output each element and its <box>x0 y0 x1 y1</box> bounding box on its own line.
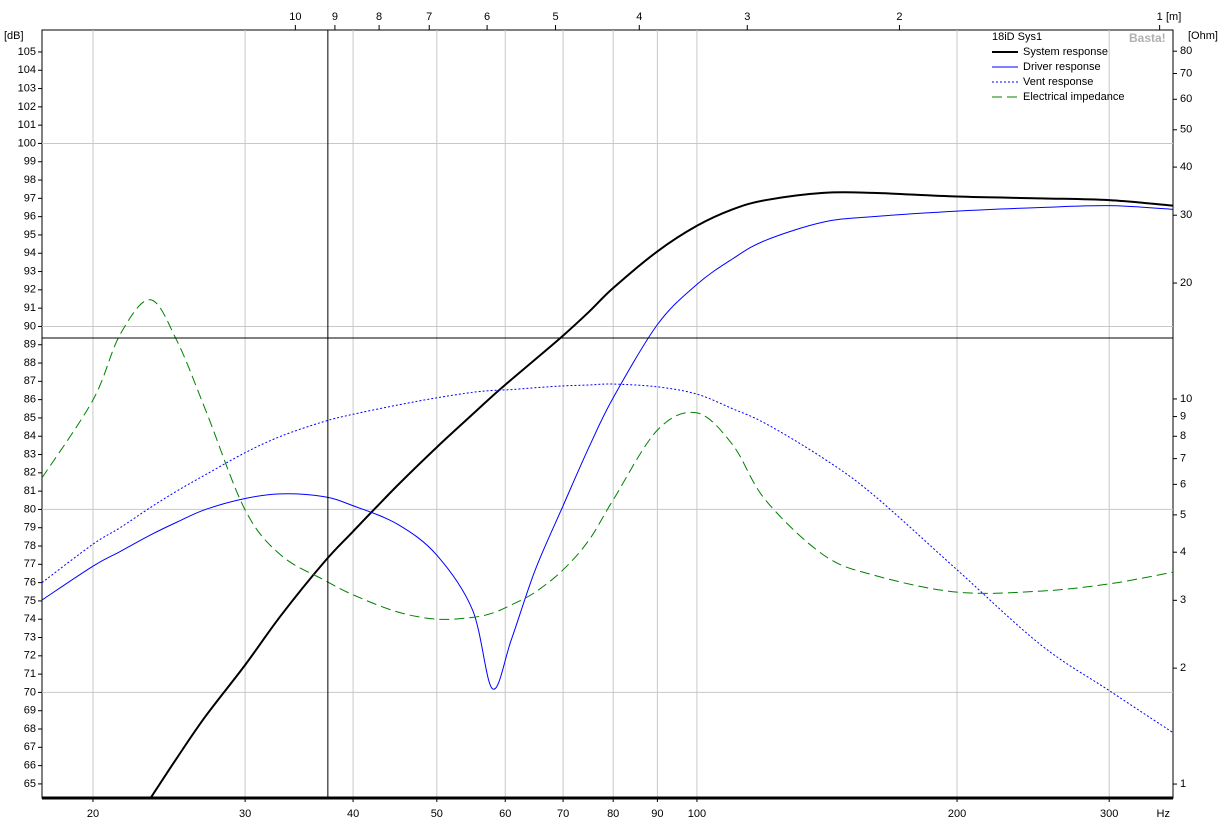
y2-tick-label: 10 <box>1180 393 1192 405</box>
x2-tick-label: 7 <box>426 11 432 23</box>
y-tick-label: 75 <box>24 595 36 607</box>
y2-axis-label: [Ohm] <box>1188 30 1218 42</box>
y-tick-label: 65 <box>24 778 36 790</box>
y-tick-label: 82 <box>24 467 36 479</box>
x-axis-label: Hz <box>1157 808 1170 820</box>
y-tick-label: 68 <box>24 723 36 735</box>
y2-tick-label: 60 <box>1180 93 1192 105</box>
x-tick-label: 40 <box>347 808 359 820</box>
y-tick-label: 84 <box>24 430 36 442</box>
x-tick-label: 100 <box>688 808 706 820</box>
x-tick-label: 80 <box>607 808 619 820</box>
y-tick-label: 73 <box>24 631 36 643</box>
x2-tick-label: 2 <box>896 11 902 23</box>
x-tick-label: 70 <box>557 808 569 820</box>
y-tick-label: 99 <box>24 156 36 168</box>
y-tick-label: 79 <box>24 522 36 534</box>
y2-tick-label: 70 <box>1180 67 1192 79</box>
x2-tick-label: 8 <box>376 11 382 23</box>
legend-label: Driver response <box>1023 61 1101 73</box>
y-tick-label: 105 <box>18 46 36 58</box>
x2-axis-label: [m] <box>1166 11 1181 23</box>
y2-tick-label: 20 <box>1180 277 1192 289</box>
legend-title: 18iD Sys1 <box>992 31 1042 43</box>
x2-tick-label: 10 <box>289 11 301 23</box>
y2-tick-label: 80 <box>1180 45 1192 57</box>
y-tick-label: 98 <box>24 174 36 186</box>
y-tick-label: 80 <box>24 503 36 515</box>
series-line <box>149 191 1173 798</box>
x-tick-label: 30 <box>239 808 251 820</box>
y2-tick-label: 1 <box>1180 778 1186 790</box>
x-tick-label: 300 <box>1100 808 1118 820</box>
y-tick-label: 77 <box>24 558 36 570</box>
plot-frame <box>41 29 1174 799</box>
y2-tick-label: 2 <box>1180 662 1186 674</box>
y-tick-label: 70 <box>24 686 36 698</box>
y-tick-label: 94 <box>24 247 36 259</box>
y2-tick-label: 7 <box>1180 453 1186 465</box>
y-tick-label: 76 <box>24 577 36 589</box>
watermark: Basta! <box>1129 31 1166 45</box>
legend-label: Vent response <box>1023 76 1093 88</box>
y2-tick-label: 6 <box>1180 478 1186 490</box>
x2-tick-label: 9 <box>332 11 338 23</box>
x2-tick-label: 4 <box>636 11 642 23</box>
y-tick-label: 101 <box>18 119 36 131</box>
y2-tick-label: 30 <box>1180 209 1192 221</box>
y-tick-label: 72 <box>24 650 36 662</box>
y-tick-label: 83 <box>24 448 36 460</box>
y-tick-label: 74 <box>24 613 36 625</box>
x2-tick-label: 6 <box>484 11 490 23</box>
x-tick-label: 50 <box>431 808 443 820</box>
y-tick-label: 89 <box>24 339 36 351</box>
y-tick-label: 69 <box>24 705 36 717</box>
y-tick-label: 66 <box>24 760 36 772</box>
x2-tick-label: 1 <box>1157 11 1163 23</box>
y2-tick-label: 40 <box>1180 161 1192 173</box>
y-tick-label: 81 <box>24 485 36 497</box>
series-line <box>42 299 1173 620</box>
x-tick-label: 200 <box>948 808 966 820</box>
y-tick-label: 93 <box>24 265 36 277</box>
y-axis-label: [dB] <box>4 30 24 42</box>
y2-tick-label: 5 <box>1180 509 1186 521</box>
x-tick-label: 20 <box>87 808 99 820</box>
x-tick-label: 60 <box>499 808 511 820</box>
y-tick-label: 67 <box>24 741 36 753</box>
x-tick-label: 90 <box>651 808 663 820</box>
y-tick-label: 87 <box>24 375 36 387</box>
y-tick-label: 92 <box>24 284 36 296</box>
y2-tick-label: 4 <box>1180 546 1186 558</box>
y-tick-label: 88 <box>24 357 36 369</box>
series-line <box>42 383 1173 734</box>
y-tick-label: 90 <box>24 320 36 332</box>
legend-label: Electrical impedance <box>1023 91 1125 103</box>
x2-tick-label: 3 <box>744 11 750 23</box>
y-tick-label: 100 <box>18 137 36 149</box>
y-tick-label: 95 <box>24 229 36 241</box>
y2-tick-label: 8 <box>1180 430 1186 442</box>
y-tick-label: 71 <box>24 668 36 680</box>
y-tick-label: 96 <box>24 211 36 223</box>
y-tick-label: 97 <box>24 192 36 204</box>
y-tick-label: 91 <box>24 302 36 314</box>
x2-tick-label: 5 <box>552 11 558 23</box>
y2-tick-label: 3 <box>1180 594 1186 606</box>
legend-label: System response <box>1023 46 1108 58</box>
y-tick-label: 103 <box>18 82 36 94</box>
y-tick-label: 102 <box>18 101 36 113</box>
y-tick-label: 104 <box>18 64 36 76</box>
y2-tick-label: 9 <box>1180 410 1186 422</box>
y2-tick-label: 50 <box>1180 124 1192 136</box>
y-tick-label: 78 <box>24 540 36 552</box>
y-tick-label: 86 <box>24 394 36 406</box>
y-tick-label: 85 <box>24 412 36 424</box>
series-line <box>42 205 1173 690</box>
